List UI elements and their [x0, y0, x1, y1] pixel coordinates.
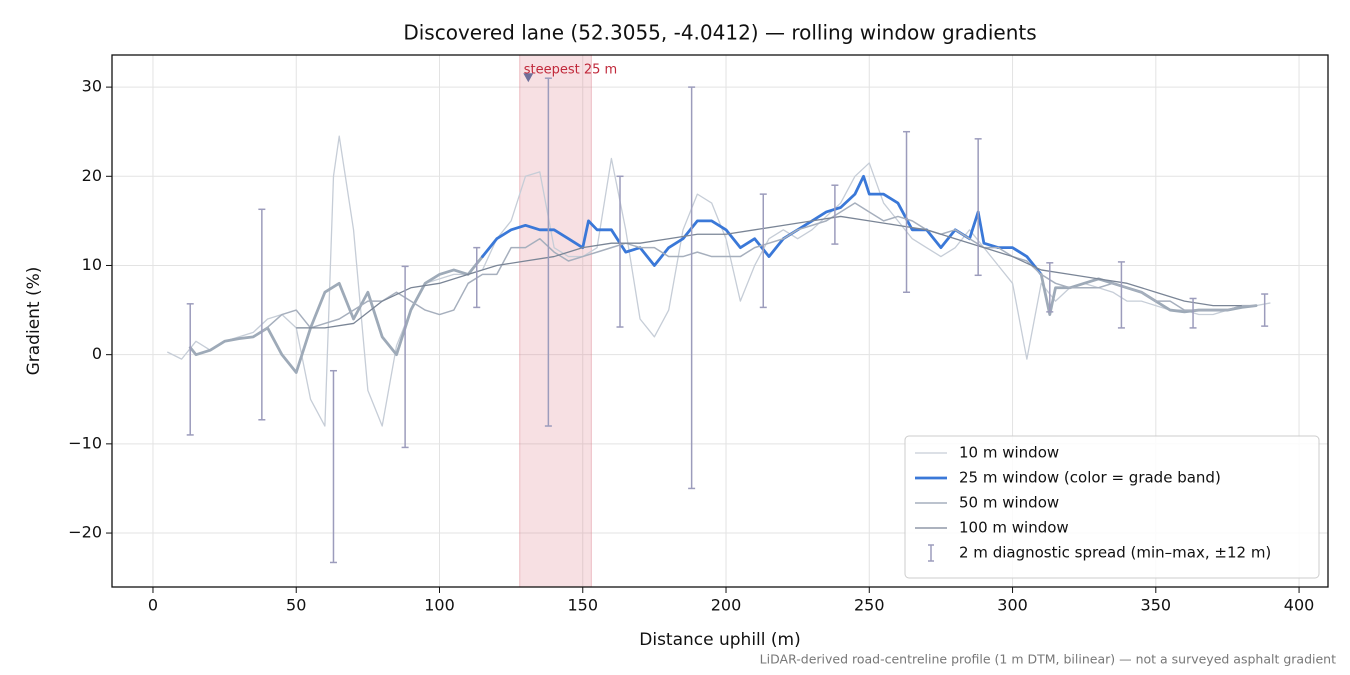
y-tick-label: 10: [82, 255, 102, 274]
x-tick-label: 300: [997, 596, 1028, 615]
series-line: [188, 255, 484, 374]
y-tick-label: −10: [68, 433, 102, 452]
legend-label: 10 m window: [959, 444, 1059, 462]
y-tick-label: 20: [82, 166, 102, 185]
x-tick-label: 0: [148, 596, 158, 615]
steepest-marker: [523, 73, 534, 83]
legend-label: 100 m window: [959, 519, 1069, 537]
x-tick-label: 150: [567, 596, 598, 615]
legend-box: [904, 435, 1320, 579]
legend-label: 50 m window: [959, 494, 1059, 512]
y-axis-label: Gradient (%): [24, 267, 44, 376]
x-tick-label: 50: [286, 596, 306, 615]
plot-frame: [111, 54, 1329, 588]
series-line: [296, 215, 1242, 329]
legend-label: 25 m window (color = grade band): [959, 469, 1221, 487]
y-tick-label: 30: [82, 77, 102, 96]
highlight-label: steepest 25 m: [524, 63, 617, 78]
footnote: LiDAR-derived road-centreline profile (1…: [760, 652, 1336, 667]
series-line: [261, 202, 1257, 333]
y-tick-label: 0: [92, 344, 102, 363]
x-tick-label: 400: [1284, 596, 1315, 615]
x-tick-label: 200: [711, 596, 742, 615]
y-tick-label: −20: [68, 523, 102, 542]
legend-label: 2 m diagnostic spread (min–max, ±12 m): [959, 544, 1271, 562]
x-tick-label: 350: [1141, 596, 1172, 615]
x-axis-label: Distance uphill (m): [639, 630, 800, 650]
chart-title: Discovered lane (52.3055, -4.0412) — rol…: [403, 21, 1036, 45]
x-tick-label: 250: [854, 596, 885, 615]
x-tick-label: 100: [424, 596, 455, 615]
series-line: [1039, 273, 1258, 316]
highlight-span: [519, 54, 592, 588]
